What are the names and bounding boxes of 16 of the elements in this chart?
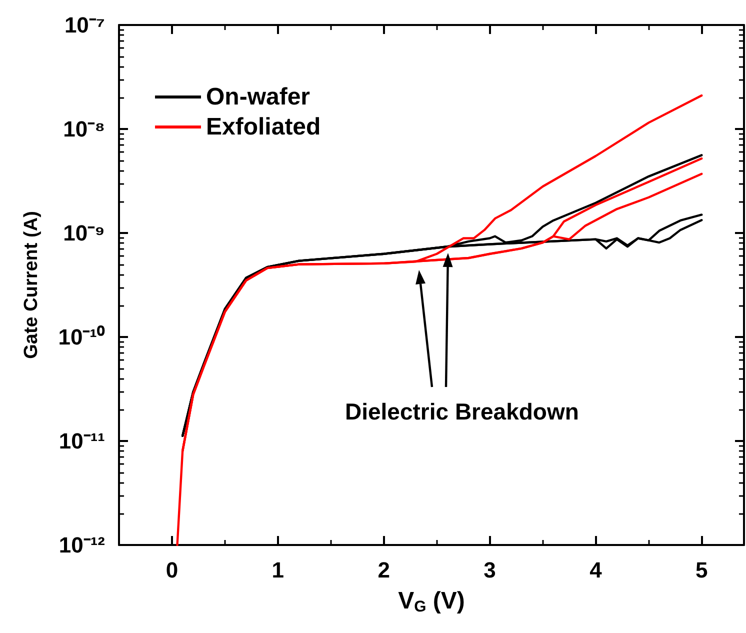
y-tick-label: 10⁻⁹ [63,220,105,246]
x-tick-label: 1 [272,558,284,582]
y-tick-label: 10⁻⁸ [63,116,105,142]
y-tick-label: 10⁻¹⁰ [58,324,105,350]
x-tick-label: 4 [590,558,603,582]
y-axis-title: Gate Current (A) [21,211,42,359]
annotation: Dielectric Breakdown [345,398,579,424]
legend-label: Exfoliated [206,114,321,140]
x-tick-label: 2 [378,558,390,582]
x-tick-label: 0 [166,558,178,582]
y-tick-label: 10⁻⁷ [64,12,105,38]
x-tick-label: 3 [484,558,496,582]
y-tick-label: 10⁻¹¹ [58,428,105,454]
legend-label: On-wafer [206,84,310,110]
y-tick-label: 10⁻¹² [58,532,105,558]
x-tick-label: 5 [696,558,708,582]
